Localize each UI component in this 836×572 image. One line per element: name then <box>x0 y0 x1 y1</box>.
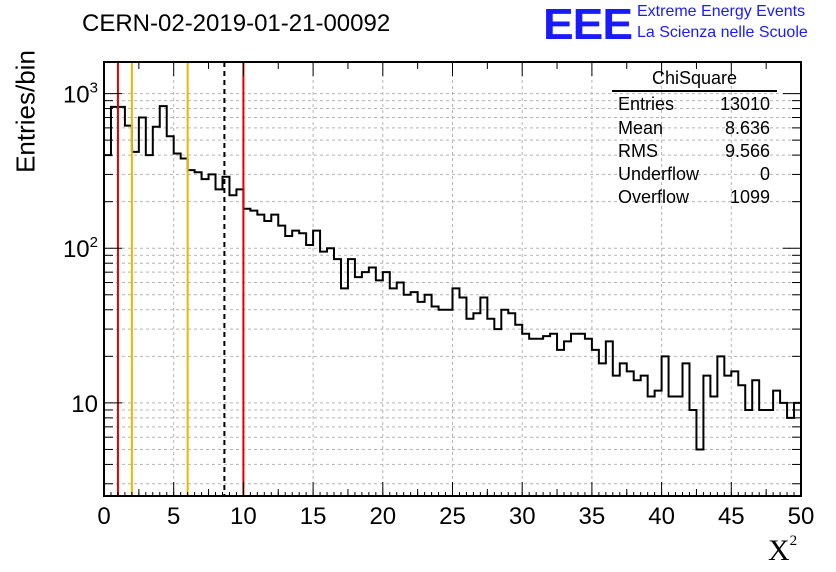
x-tick-label: 0 <box>97 503 110 530</box>
grid-lines <box>104 62 801 496</box>
chart-title: CERN-02-2019-01-21-00092 <box>82 10 391 37</box>
x-tick-label: 5 <box>167 503 180 530</box>
x-tick-label: 35 <box>579 503 606 530</box>
y-axis-label: Entries/bin <box>10 50 41 173</box>
y-tick-label: 103 <box>63 80 98 109</box>
x-tick-label: 15 <box>300 503 327 530</box>
stats-box: ChiSquare Entries 13010 Mean 8.636 RMS 9.56… <box>612 64 777 212</box>
axis-ticks <box>103 62 802 496</box>
x-tick-label: 45 <box>718 503 745 530</box>
x-tick-label: 40 <box>648 503 675 530</box>
histogram-outline <box>104 105 801 451</box>
marker-lines <box>116 62 245 496</box>
eee-logo: EEE <box>543 0 633 49</box>
y-tick-labels: 103 102 10 <box>63 80 98 418</box>
x-axis-label: X2 <box>768 533 798 567</box>
brand-line-1: Extreme Energy Events <box>637 3 806 20</box>
x-tick-label: 25 <box>439 503 466 530</box>
histogram-series <box>104 105 801 451</box>
x-tick-label: 20 <box>369 503 396 530</box>
x-tick-label: 50 <box>788 503 815 530</box>
stats-title: ChiSquare <box>651 68 738 88</box>
y-tick-label: 10 <box>71 391 98 418</box>
brand-line-2: La Scienza nelle Scuole <box>637 24 808 41</box>
x-tick-label: 10 <box>230 503 257 530</box>
x-tick-label: 30 <box>509 503 536 530</box>
stats-divider <box>612 90 777 92</box>
x-tick-labels: 0 5 10 15 20 25 30 35 40 45 50 <box>97 503 814 530</box>
y-tick-label: 102 <box>63 234 98 263</box>
